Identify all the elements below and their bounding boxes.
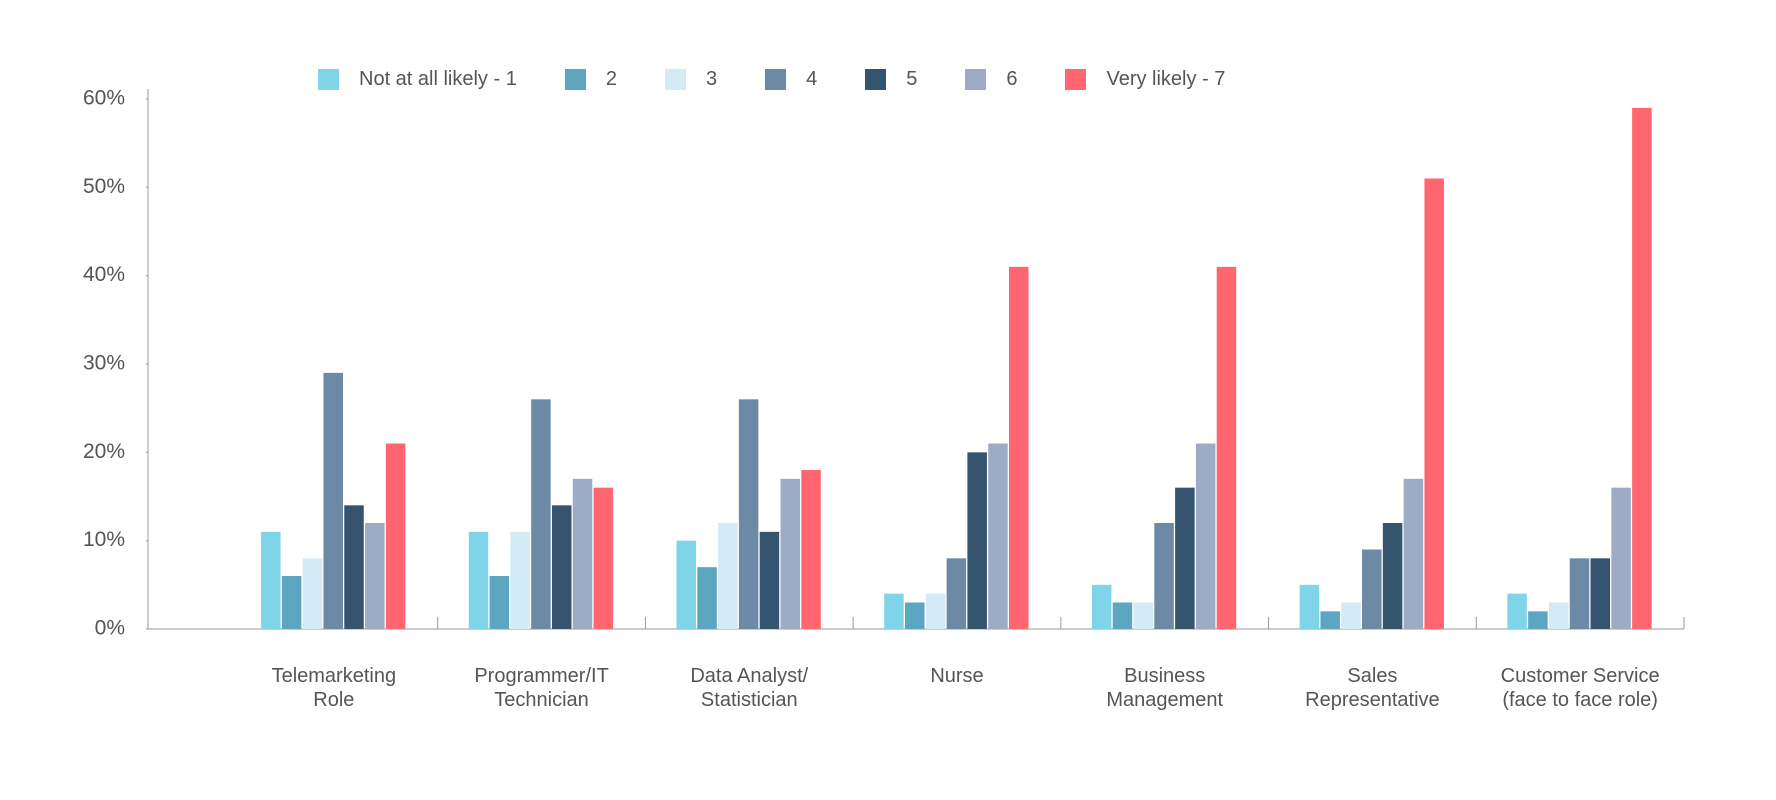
bar [697,567,717,629]
bar [718,523,738,629]
bar [1548,602,1569,629]
legend: Not at all likely - 1 2 3 4 5 6 Very likely - … [318,68,1273,91]
bar [385,443,406,629]
bar [1341,602,1361,629]
bar [1112,602,1133,629]
x-tick-label: Business Management [1106,665,1224,711]
bar [344,505,364,629]
legend-item: 3 [664,68,718,91]
x-tick-label: Telemarketing Role [271,665,397,711]
bar [281,576,302,629]
legend-label: Not at all likely - 1 [359,68,517,90]
bar [1362,549,1382,629]
bar [1382,523,1403,629]
bar [1009,266,1029,629]
legend-label: Very likely - 7 [1106,68,1226,90]
bar [1590,558,1611,629]
bar [1611,487,1631,629]
legend-item: Not at all likely - 1 [318,68,517,91]
legend-label: 2 [605,68,617,90]
legend-label: 5 [906,68,918,90]
y-tick-label: 30% [83,352,125,375]
bar [967,452,987,629]
bar [780,478,800,629]
bar [1133,602,1154,629]
bar [551,505,572,629]
bar [531,399,551,629]
legend-item: Very likely - 7 [1065,68,1225,91]
bar [510,531,530,629]
bar [925,593,946,629]
legend-label: 3 [705,68,718,90]
y-tick-label: 20% [83,440,125,463]
bar [946,558,967,629]
y-tick-label: 60% [83,87,125,110]
bar [1424,178,1444,629]
bar [261,531,281,629]
legend-label: 6 [1006,68,1018,90]
bar [593,487,614,629]
bar [1175,487,1195,629]
bar [1154,523,1174,629]
bar [468,531,489,629]
y-tick-label: 50% [83,175,125,198]
legend-item: 4 [765,68,817,91]
x-tick-label: Nurse [930,665,984,687]
bar [1195,443,1216,629]
legend-swatch [1065,69,1087,90]
legend-swatch [318,69,339,90]
legend-swatch [664,69,686,90]
legend-swatch [564,69,586,90]
bar [302,558,323,629]
bar [884,593,904,629]
bar [1528,611,1548,629]
bar [738,399,759,629]
legend-swatch [765,69,787,90]
bar [489,576,510,629]
legend-item: 6 [965,68,1017,91]
bar [572,478,593,629]
bar [676,540,696,629]
x-tick-label: Sales Representative [1305,665,1440,711]
x-tick-label: Programmer/IT Technician [474,665,609,711]
y-tick-label: 0% [95,617,125,640]
bar [365,523,385,629]
legend-swatch [965,69,987,90]
legend-item: 2 [564,68,617,91]
legend-label: 4 [806,68,818,90]
bar [1507,593,1527,629]
x-tick-label: Data Analyst/ Statistician [690,665,809,711]
bar [1216,266,1237,629]
bar [1403,478,1424,629]
y-tick-label: 40% [83,263,125,286]
bar [1569,558,1590,629]
bar [759,531,780,629]
bar [323,372,343,629]
bar [905,602,925,629]
legend-item: 5 [865,68,917,91]
bar [801,470,821,629]
bar [1091,584,1112,629]
bar [1299,584,1320,629]
bar [1320,611,1340,629]
legend-swatch [865,69,887,90]
x-tick-label: Customer Service (face to face role) [1500,665,1660,711]
y-tick-label: 10% [83,528,125,551]
bar [1632,107,1652,630]
bar [988,443,1008,629]
